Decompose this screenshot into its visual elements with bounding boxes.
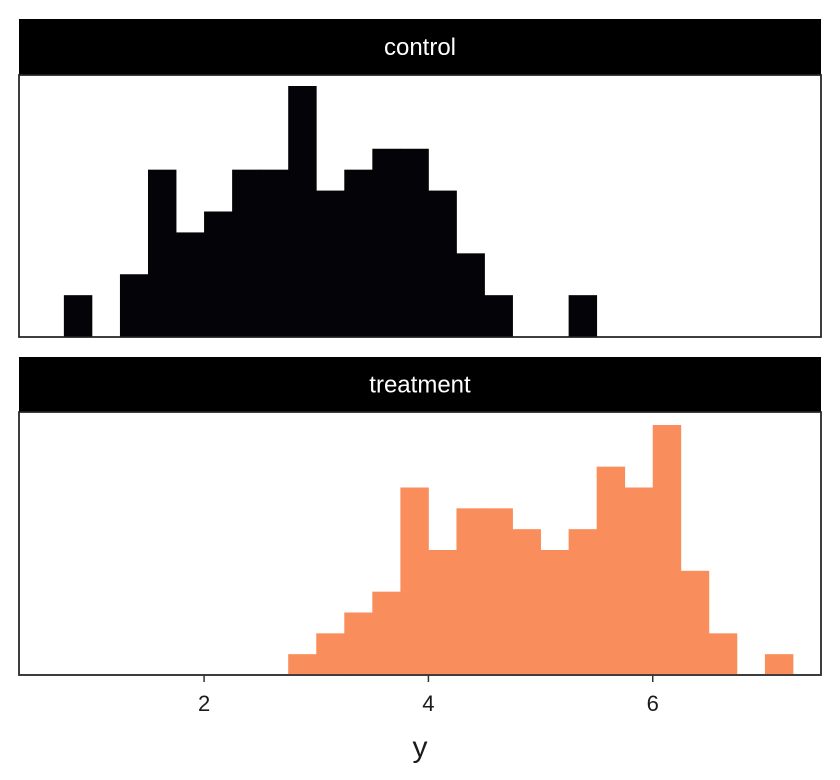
histogram-bar	[596, 466, 626, 675]
histogram-bar	[63, 295, 93, 337]
histogram-bar	[568, 295, 598, 337]
histogram-bar	[512, 529, 541, 675]
histogram-bar	[400, 148, 429, 337]
histogram-bar	[204, 211, 233, 337]
histogram-bar	[456, 253, 485, 337]
histogram-bar	[568, 529, 598, 675]
histogram-bar	[288, 86, 317, 337]
histogram-bar	[400, 487, 429, 675]
facet-strip-label: control	[384, 34, 456, 61]
facets: control treatment	[18, 19, 822, 676]
histogram-bar	[316, 633, 345, 675]
facet-panel-control: control	[18, 19, 822, 338]
histogram-bar	[316, 190, 345, 337]
facet-panel-border	[18, 74, 822, 338]
histogram-bar	[428, 190, 457, 337]
histogram-bar	[456, 508, 485, 675]
histogram-bar	[764, 654, 794, 675]
histogram-bar	[344, 612, 373, 675]
histogram-bar	[624, 487, 654, 675]
histogram-bar	[260, 169, 289, 337]
x-ticks: 2 4 6	[198, 675, 659, 716]
x-axis: 2 4 6 y	[19, 674, 821, 764]
histogram-bar	[680, 570, 710, 675]
histogram-bar	[147, 169, 177, 337]
facet-panel-treatment: treatment	[18, 357, 822, 676]
histogram-bar	[484, 295, 513, 337]
histogram-bar	[232, 169, 261, 337]
facet-strip	[19, 357, 821, 412]
histogram-bar	[484, 508, 513, 675]
x-tick-label: 6	[647, 691, 659, 716]
histogram-bar	[708, 633, 738, 675]
histogram-bar	[119, 274, 149, 337]
histogram-bar	[372, 148, 401, 337]
x-tick-label: 2	[198, 691, 210, 716]
facet-strip	[19, 19, 821, 75]
histogram-bar	[540, 550, 570, 675]
histogram-bar	[428, 550, 457, 675]
histogram-bars	[288, 425, 794, 675]
x-tick-label: 4	[422, 691, 434, 716]
x-axis-title: y	[413, 731, 428, 764]
histogram-bar	[652, 425, 682, 675]
histogram-bar	[176, 232, 205, 337]
histogram-bar	[288, 654, 317, 675]
histogram-bar	[344, 169, 373, 337]
histogram-bar	[372, 591, 401, 675]
histogram-bars	[63, 86, 598, 337]
facet-strip-label: treatment	[369, 372, 471, 399]
